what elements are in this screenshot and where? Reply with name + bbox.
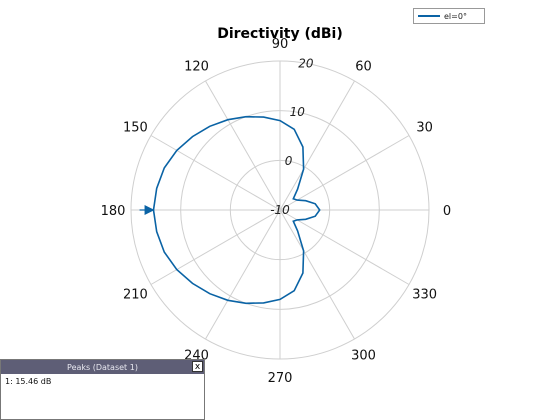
legend[interactable]: el=0° [413,8,485,24]
grid-spoke-7 [150,209,281,285]
grid-spoke-4 [205,80,281,211]
peak-marker[interactable] [139,205,155,215]
grid-spoke-10 [279,209,355,340]
peaks-title: Peaks (Dataset 1) [67,362,138,372]
angle-tick-label-9: 270 [268,371,293,386]
legend-swatch [418,15,440,17]
grid-spoke-5 [150,135,281,211]
radial-tick-label-1: 0 [285,154,293,168]
angle-tick-label-10: 300 [351,349,376,364]
angle-tick-label-6: 180 [101,204,126,219]
angle-tick-label-11: 330 [412,288,437,303]
radial-tick-label-2: 10 [290,105,306,119]
peak-marker-arrow [144,205,155,215]
peak-entry: 1: 15.46 dB [5,377,52,386]
grid-spoke-2 [279,80,355,211]
grid-spoke-1 [279,135,410,211]
angle-tick-label-1: 30 [416,121,433,136]
grid-spoke-8 [205,209,281,340]
radial-tick-labels: -10 0 10 20 [270,56,314,217]
radial-tick-label-0: -10 [270,203,290,217]
peaks-title-bar: Peaks (Dataset 1) x [1,360,204,374]
radial-tick-label-3: 20 [298,56,314,70]
angle-tick-label-0: 0 [443,204,451,219]
polar-grid [130,60,430,360]
legend-label: el=0° [444,11,467,21]
chart-title: Directivity (dBi) [217,26,343,42]
angle-tick-label-4: 120 [184,59,209,74]
angle-tick-label-5: 150 [123,121,148,136]
angle-tick-label-7: 210 [123,288,148,303]
close-button[interactable]: x [192,361,203,372]
angle-tick-label-2: 60 [355,59,372,74]
peaks-panel: Peaks (Dataset 1) x 1: 15.46 dB [0,359,205,420]
angle-tick-label-3: 90 [272,37,289,52]
grid-spoke-11 [279,209,410,285]
peaks-list: 1: 15.46 dB [1,374,204,389]
